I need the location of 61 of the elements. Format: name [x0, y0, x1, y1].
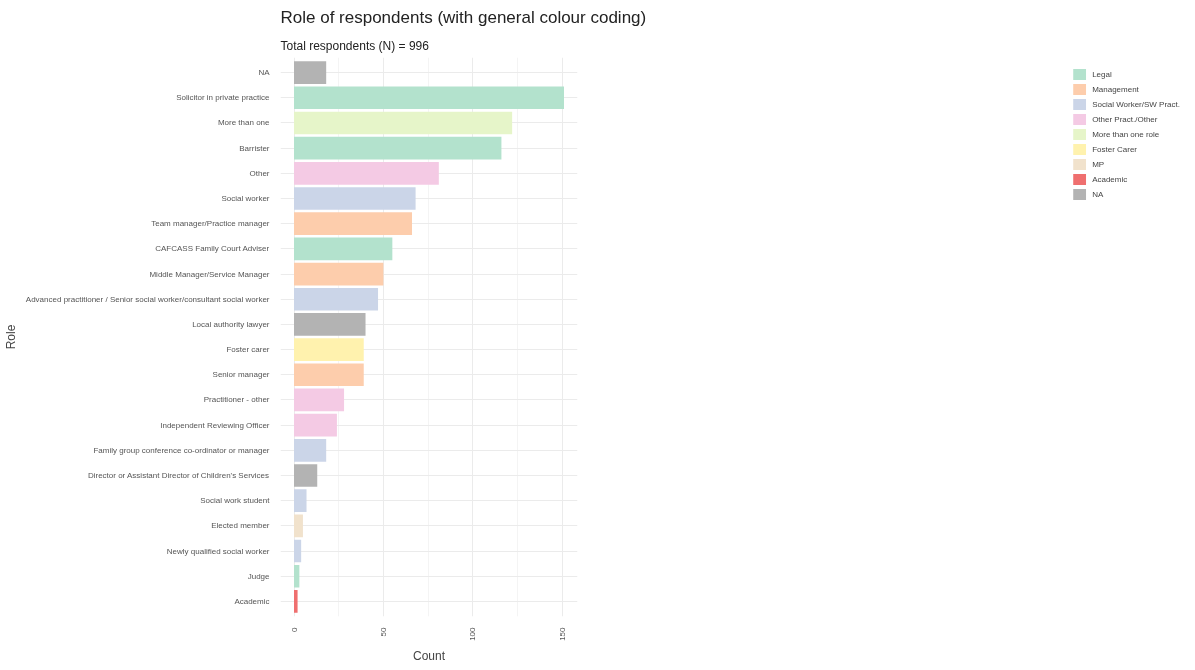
- y-tick-label: NA: [258, 68, 271, 78]
- x-tick-label: 100: [468, 626, 478, 641]
- y-tick-label: More than one: [217, 118, 271, 128]
- bar: [294, 590, 298, 613]
- legend-label: Management: [1092, 84, 1139, 94]
- y-tick-label: Local authority lawyer: [192, 319, 270, 329]
- bar: [294, 212, 413, 236]
- bar: [294, 187, 416, 210]
- legend-label: Academic: [1092, 174, 1128, 184]
- bar: [294, 86, 564, 110]
- bar: [294, 136, 502, 160]
- y-tick-label: Social worker: [221, 194, 270, 204]
- legend-label: NA: [1092, 189, 1105, 199]
- bar: [294, 489, 307, 512]
- legend-label: More than one role: [1092, 129, 1160, 139]
- bar: [294, 438, 327, 462]
- y-tick-label: Practitioner - other: [203, 395, 270, 405]
- bar: [294, 388, 345, 412]
- x-tick-label: 50: [378, 626, 388, 637]
- y-tick-label: Foster carer: [226, 345, 270, 355]
- y-tick-label: Senior manager: [212, 370, 270, 380]
- y-tick-label: CAFCASS Family Court Adviser: [155, 244, 270, 254]
- bar: [294, 464, 318, 487]
- legend-label: Foster Carer: [1092, 144, 1138, 154]
- y-tick-label: Director or Assistant Director of Children's Services: [87, 470, 270, 480]
- bar: [294, 237, 393, 261]
- y-axis-title: Role: [3, 324, 18, 350]
- y-tick-label: Family group conference co-ordinator or manager: [93, 445, 270, 455]
- chart-subtitle: Total respondents (N) = 996: [280, 38, 430, 53]
- y-tick-label: Solicitor in private practice: [176, 93, 271, 103]
- bar: [294, 162, 439, 185]
- bar: [294, 338, 364, 361]
- bar: [294, 262, 384, 286]
- y-tick-label: Newly qualified social worker: [166, 546, 270, 556]
- bar: [294, 413, 337, 437]
- x-tick-label: 0: [289, 626, 299, 632]
- x-axis-title: Count: [412, 648, 446, 663]
- y-tick-label: Team manager/Practice manager: [151, 219, 270, 229]
- y-tick-label: Judge: [247, 571, 271, 581]
- bar: [294, 61, 327, 84]
- y-tick-label: Academic: [234, 596, 270, 606]
- bar: [294, 287, 379, 311]
- y-tick-label: Barrister: [239, 143, 270, 153]
- legend-label: Other Pract./Other: [1092, 114, 1158, 124]
- bar: [294, 539, 302, 563]
- bar: [294, 363, 364, 387]
- bar: [294, 514, 303, 538]
- y-tick-label: Advanced practitioner / Senior social worker/consultant social worker: [25, 294, 270, 304]
- y-tick-label: Other: [249, 168, 270, 178]
- y-tick-label: Social work student: [200, 496, 271, 506]
- bar: [294, 111, 513, 135]
- chart-title: Role of respondents (with general colour coding): [280, 7, 647, 27]
- y-tick-label: Middle Manager/Service Manager: [149, 269, 270, 279]
- y-tick-label: Elected member: [211, 521, 270, 531]
- legend-label: Legal: [1092, 69, 1113, 79]
- x-tick-label: 150: [557, 626, 567, 641]
- legend-label: MP: [1092, 159, 1106, 169]
- legend-label: Social Worker/SW Pract.: [1092, 99, 1180, 109]
- bar: [294, 564, 300, 588]
- bar: [294, 313, 366, 336]
- y-tick-label: Independent Reviewing Officer: [160, 420, 270, 430]
